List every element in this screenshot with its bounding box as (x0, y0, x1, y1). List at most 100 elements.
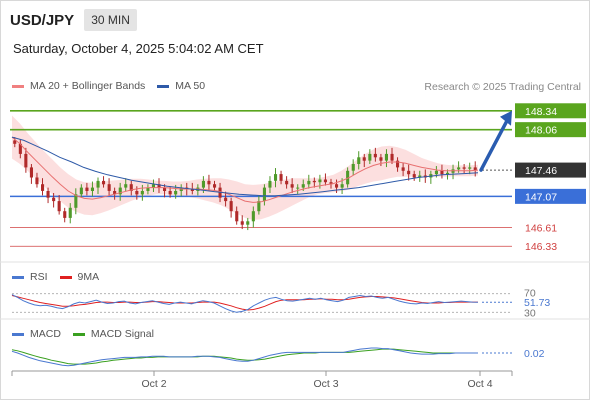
macd-signal-line (11, 348, 478, 365)
symbol-title: USD/JPY (10, 11, 75, 29)
candle-body (457, 167, 461, 170)
candle-body (396, 160, 400, 168)
rsi-current-label: 51.73 (524, 297, 550, 309)
x-tick-label: Oct 4 (467, 378, 492, 390)
forecast-arrowhead-icon (500, 110, 512, 126)
candle-body (285, 180, 289, 185)
candle-body (74, 194, 78, 208)
timestamp: Saturday, October 4, 2025 5:04:02 AM CET (13, 41, 264, 56)
candle-body (379, 157, 383, 161)
rsi-tick-label: 30 (524, 307, 536, 319)
macd-signal-swatch-icon (72, 332, 85, 336)
ma20-line (11, 136, 479, 203)
chart-header: USD/JPY 30 MIN (10, 8, 137, 32)
level-label-box (515, 188, 586, 204)
level-label: 146.61 (525, 222, 557, 234)
legend-9ma: 9MA (59, 271, 99, 283)
candle-body (362, 157, 366, 161)
candle-body (418, 175, 422, 178)
candle-body (407, 170, 411, 175)
candle-body (446, 172, 450, 175)
candle-body (329, 182, 333, 185)
candle-body (85, 187, 89, 191)
candle-body (312, 180, 316, 183)
candle-body (323, 179, 327, 183)
candle-body (107, 184, 111, 191)
macd-legend: MACD MACD Signal (12, 328, 166, 340)
candle-body (35, 177, 39, 185)
candle-body (368, 153, 372, 161)
level-label-box (515, 122, 586, 138)
candle-body (163, 187, 167, 191)
candle-body (401, 167, 405, 171)
macd-current-label: 0.02 (524, 348, 545, 360)
candle-body (468, 167, 472, 169)
forecast-arrow-shaft (479, 117, 510, 172)
legend-ma50: MA 50 (157, 80, 205, 92)
bollinger-band (12, 115, 478, 220)
rsi-9ma-line (11, 295, 478, 311)
candle-body (135, 191, 139, 195)
candle-body (412, 174, 416, 178)
legend-macd: MACD (12, 328, 61, 340)
candle-body (168, 191, 172, 195)
ma50-line (11, 136, 479, 197)
legend-macd-signal: MACD Signal (72, 328, 154, 340)
candle-body (340, 184, 344, 188)
level-label: 148.06 (525, 125, 557, 137)
candle-body (434, 170, 438, 175)
candle-body (118, 187, 122, 195)
candle-body (390, 153, 394, 161)
macd-line (11, 347, 478, 367)
rsi-legend: RSI 9MA (12, 271, 111, 283)
level-label-box (515, 162, 586, 178)
candle-body (235, 211, 239, 222)
candle-body (357, 157, 361, 164)
candle-body (246, 221, 250, 225)
candle-body (229, 201, 233, 212)
candle-body (90, 187, 94, 191)
candle-body (384, 153, 388, 161)
candle-body (290, 184, 294, 188)
candle-body (224, 197, 228, 202)
candle-body (63, 211, 67, 218)
level-label: 147.07 (525, 191, 557, 203)
candle-body (262, 187, 266, 202)
level-label-box (515, 103, 586, 119)
candle-body (279, 174, 283, 181)
ma20-swatch-icon (12, 84, 24, 88)
timeframe-badge[interactable]: 30 MIN (84, 9, 137, 31)
candle-body (190, 189, 194, 191)
candle-body (18, 143, 22, 154)
candle-body (29, 167, 33, 178)
credit-text: Research © 2025 Trading Central (424, 81, 581, 93)
x-tick-label: Oct 2 (141, 378, 166, 390)
candle-body (140, 191, 144, 195)
candle-body (201, 180, 205, 188)
candle-body (151, 184, 155, 188)
main-legend: MA 20 + Bollinger Bands MA 50 (12, 80, 217, 92)
candle-body (301, 184, 305, 188)
9ma-swatch-icon (59, 275, 72, 279)
candle-body (157, 184, 161, 188)
candle-body (296, 187, 300, 189)
candle-body (146, 187, 150, 191)
legend-ma20: MA 20 + Bollinger Bands (12, 80, 145, 92)
candle-body (52, 197, 56, 202)
x-tick-label: Oct 3 (313, 378, 338, 390)
macd-swatch-icon (12, 332, 24, 336)
candle-body (207, 180, 211, 185)
candle-body (68, 207, 72, 218)
candle-body (318, 179, 322, 183)
candle-body (124, 184, 128, 188)
level-label: 148.34 (525, 106, 557, 118)
level-label: 147.46 (525, 165, 557, 177)
candle-body (373, 153, 377, 158)
candle-body (102, 180, 106, 185)
candle-body (351, 164, 355, 171)
candle-body (113, 191, 117, 195)
candle-body (57, 201, 61, 212)
candle-body (129, 184, 133, 191)
ma50-swatch-icon (157, 84, 170, 88)
